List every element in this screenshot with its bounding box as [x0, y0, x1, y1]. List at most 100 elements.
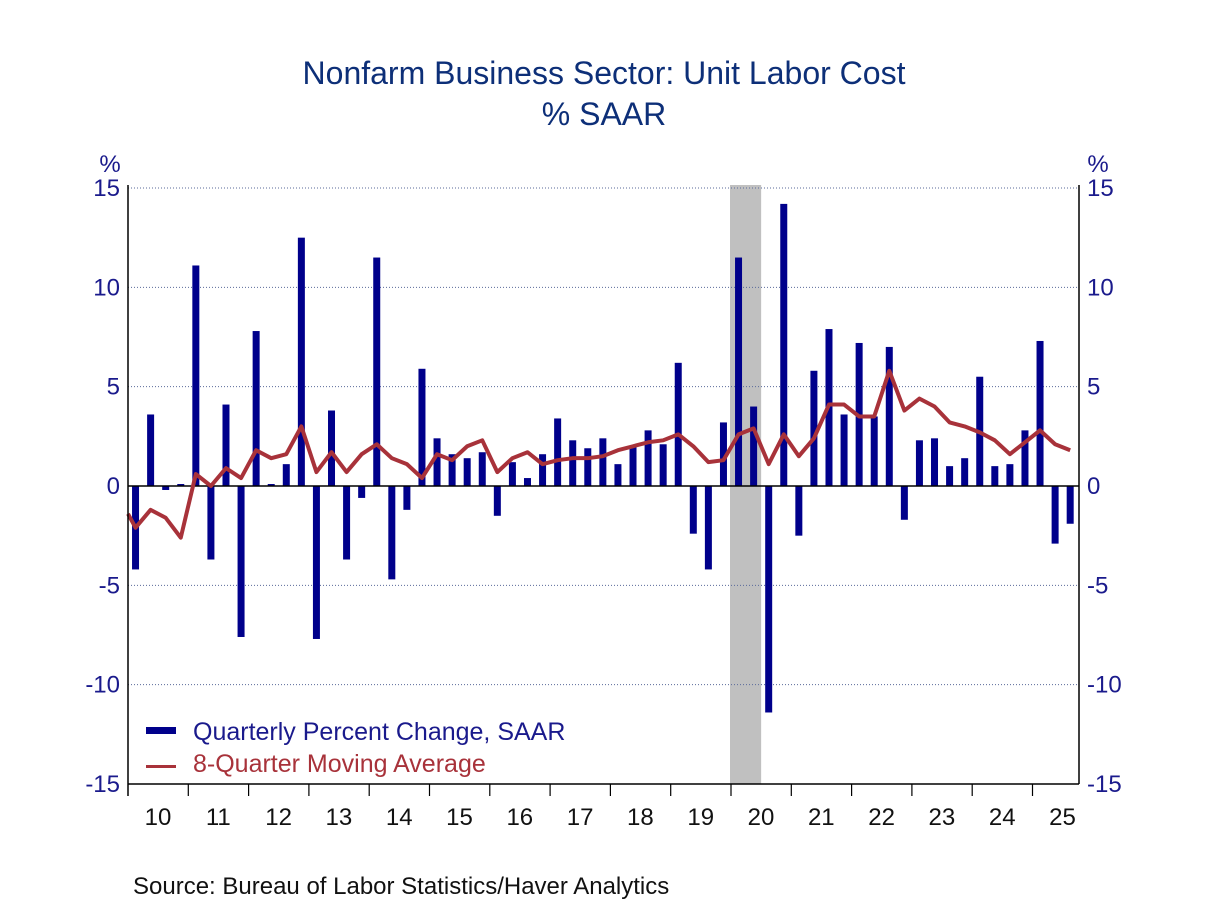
bar	[554, 418, 562, 486]
bar	[192, 265, 200, 486]
legend-label-line: 8-Quarter Moving Average	[193, 750, 486, 778]
x-tick-label: 15	[446, 804, 473, 831]
y-tick-label-right: -15	[1087, 771, 1122, 798]
bar	[478, 452, 486, 486]
bar	[810, 370, 818, 486]
bar	[539, 454, 547, 486]
y-tick-label-right: 5	[1087, 374, 1100, 401]
bar	[147, 414, 155, 486]
bar	[931, 438, 939, 486]
bar	[765, 486, 773, 713]
x-tick-label: 14	[386, 804, 413, 831]
y-tick-label-left: -15	[85, 771, 120, 798]
bar	[780, 203, 788, 487]
y-tick-label-left: 0	[107, 473, 120, 500]
y-tick-label-left: 5	[107, 374, 120, 401]
x-tick-label: 18	[627, 804, 654, 831]
chart-title: Nonfarm Business Sector: Unit Labor Cost	[303, 55, 906, 91]
chart-subtitle: % SAAR	[542, 96, 666, 132]
gridlines	[128, 187, 1079, 686]
bar	[659, 444, 667, 486]
bar	[177, 484, 185, 486]
bar	[207, 486, 215, 560]
y-tick-label-right: 0	[1087, 473, 1100, 500]
bar	[719, 422, 727, 486]
bar	[433, 438, 441, 486]
bar	[614, 464, 622, 486]
bar	[418, 368, 426, 486]
x-tick-label: 22	[868, 804, 895, 831]
bar	[358, 486, 366, 498]
y-tick-label-right: -5	[1087, 572, 1108, 599]
bar	[840, 414, 848, 486]
y-tick-label-right: -10	[1087, 672, 1122, 699]
bar	[493, 486, 501, 516]
bar	[403, 486, 411, 510]
y-ticks-left: 15 10 5 0 -5 -10 -15	[85, 175, 120, 798]
y-tick-label-right: 15	[1087, 175, 1114, 202]
x-tick-label: 11	[206, 804, 231, 831]
y-tick-label-right: 10	[1087, 274, 1114, 301]
bar	[870, 416, 878, 486]
x-tick-label: 25	[1049, 804, 1076, 831]
bar	[1066, 486, 1074, 524]
x-tick-label: 17	[567, 804, 594, 831]
moving-average-line	[126, 368, 1071, 540]
bar	[674, 362, 682, 486]
x-tick-label: 19	[687, 804, 714, 831]
bar	[1036, 340, 1044, 486]
bar	[237, 486, 245, 637]
bar	[463, 458, 471, 486]
bar	[900, 486, 908, 520]
y-tick-label-left: 15	[93, 175, 120, 202]
bar	[584, 448, 592, 486]
bar	[1051, 486, 1059, 544]
y-axis-unit-right: %	[1087, 151, 1108, 178]
bar	[343, 486, 351, 560]
x-ticks: 10 11 12 13 14 15 16 17 18 19 20 21 22 23 24 25	[145, 784, 1076, 831]
x-tick-label: 21	[808, 804, 835, 831]
bar	[915, 440, 923, 486]
y-tick-label-left: -5	[99, 572, 120, 599]
x-tick-label: 16	[506, 804, 533, 831]
bar	[373, 257, 381, 486]
bar	[735, 257, 743, 486]
bar	[795, 486, 803, 536]
bar	[312, 486, 320, 639]
bar	[448, 454, 456, 486]
bar	[297, 237, 305, 486]
x-tick-label: 24	[989, 804, 1016, 831]
bar	[689, 486, 697, 534]
bar	[629, 446, 637, 486]
x-tick-label: 10	[145, 804, 172, 831]
y-tick-label-left: 10	[93, 274, 120, 301]
legend-swatch-bars	[146, 727, 176, 734]
bar	[885, 346, 893, 486]
bar	[267, 484, 275, 486]
bar	[569, 440, 577, 486]
legend-swatch-line	[146, 765, 176, 768]
bar	[508, 462, 516, 486]
bar	[961, 458, 969, 486]
axes	[127, 185, 1080, 796]
bar	[599, 438, 607, 486]
y-axis-unit-left: %	[99, 151, 120, 178]
legend-label-bars: Quarterly Percent Change, SAAR	[193, 718, 565, 746]
bar-series	[132, 203, 1074, 713]
bar	[946, 466, 954, 486]
bar	[523, 478, 531, 486]
y-ticks-right: 15 10 5 0 -5 -10 -15	[1087, 175, 1122, 798]
x-tick-label: 23	[929, 804, 956, 831]
bar	[282, 464, 290, 486]
x-tick-label: 20	[748, 804, 775, 831]
bar	[644, 430, 652, 486]
bar	[222, 404, 230, 486]
bar	[388, 486, 396, 580]
bar	[162, 486, 170, 490]
bar	[1021, 430, 1029, 486]
x-tick-label: 12	[265, 804, 292, 831]
bar	[750, 406, 758, 486]
bar	[991, 466, 999, 486]
x-tick-label: 13	[326, 804, 353, 831]
